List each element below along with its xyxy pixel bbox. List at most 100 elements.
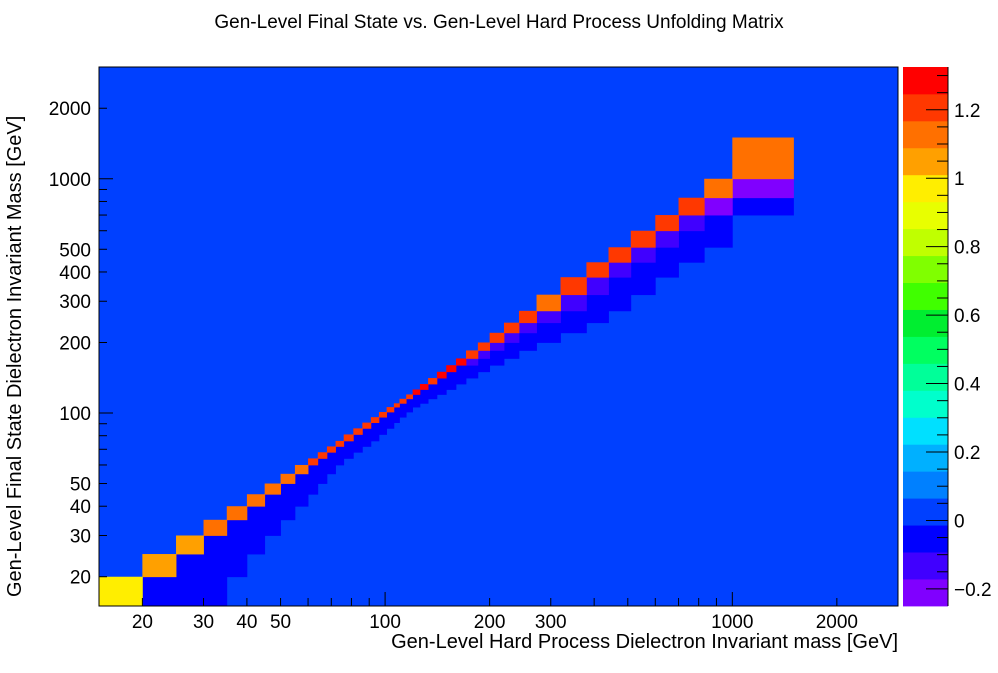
- heatmap-cell: [419, 398, 429, 404]
- heatmap-cell: [343, 446, 354, 453]
- heatmap-cell: [455, 378, 467, 385]
- heatmap-cell: [393, 407, 400, 413]
- heatmap-cell: [678, 247, 705, 263]
- heatmap-cell: [362, 434, 372, 442]
- heatmap-cell: [446, 383, 457, 390]
- heatmap-cell: [203, 554, 228, 578]
- heatmap-cell-diagonal: [446, 365, 457, 373]
- heatmap-cell: [436, 389, 447, 395]
- y-tick-label: 500: [59, 240, 91, 261]
- x-tick-label: 2000: [816, 612, 858, 633]
- chart-title: Gen-Level Final State vs. Gen-Level Hard…: [214, 12, 784, 33]
- colorbar-swatch: [903, 363, 948, 391]
- x-tick-label: 20: [132, 612, 153, 633]
- heatmap-cell: [386, 422, 395, 429]
- heatmap-cell: [370, 422, 380, 429]
- heatmap-cell: [536, 332, 561, 343]
- heatmap-cell-diagonal: [246, 494, 266, 507]
- colorbar-tick-label: 0.4: [954, 375, 981, 396]
- heatmap-cell: [455, 371, 467, 379]
- colorbar-swatch: [903, 471, 948, 499]
- colorbar-swatch: [903, 309, 948, 337]
- heatmap-cell: [386, 417, 395, 423]
- heatmap-cell: [326, 452, 336, 459]
- heatmap-cell-diagonal: [378, 411, 387, 418]
- heatmap-cell-diagonal: [176, 535, 204, 555]
- heatmap-cell: [465, 365, 479, 373]
- heatmap-cell: [503, 332, 520, 343]
- y-tick-label: 300: [59, 292, 91, 313]
- heatmap-cell: [412, 394, 421, 400]
- heatmap-cell-diagonal: [412, 389, 421, 395]
- heatmap-cell: [264, 519, 281, 536]
- heatmap-cell: [294, 483, 309, 495]
- heatmap-cell: [378, 417, 387, 423]
- colorbar-swatch: [903, 228, 948, 257]
- heatmap-cell: [226, 535, 248, 555]
- y-tick-label: 100: [59, 404, 91, 425]
- colorbar-swatch: [903, 417, 948, 445]
- heatmap-cell: [343, 440, 354, 447]
- heatmap-cell-diagonal: [386, 407, 395, 413]
- heatmap-cell: [317, 458, 328, 466]
- colorbar-swatch: [903, 255, 948, 283]
- heatmap-cell: [142, 576, 177, 607]
- heatmap-cell: [477, 350, 491, 359]
- heatmap-cell: [419, 394, 429, 400]
- heatmap-cell: [630, 247, 656, 263]
- colorbar-swatch: [903, 201, 948, 230]
- y-tick-label: 40: [70, 497, 91, 518]
- heatmap-cell: [317, 464, 328, 475]
- heatmap-cell-diagonal: [399, 398, 407, 404]
- heatmap-cell: [732, 178, 794, 199]
- heatmap-cell-diagonal: [264, 483, 281, 495]
- heatmap-cell-diagonal: [586, 262, 609, 278]
- heatmap-cell: [264, 506, 281, 521]
- heatmap-cell-diagonal: [489, 332, 505, 343]
- heatmap-cell: [446, 371, 457, 379]
- heatmap-cell-diagonal: [560, 277, 587, 296]
- heatmap-cell-diagonal: [226, 506, 248, 521]
- heatmap-cell: [446, 378, 457, 385]
- heatmap-cell-diagonal: [335, 440, 345, 447]
- colorbar-swatch: [903, 579, 948, 607]
- colorbar-tick-label: 0.2: [954, 443, 980, 464]
- heatmap-cell: [560, 294, 587, 312]
- heatmap-cell-diagonal: [477, 342, 491, 351]
- colorbar-swatch: [903, 525, 948, 553]
- colorbar-swatch: [903, 336, 948, 364]
- x-axis: 20 30 40 50 100 200 300 1000 2000: [132, 592, 899, 633]
- heatmap-cell: [630, 277, 656, 296]
- heatmap-cell: [436, 383, 447, 390]
- heatmap-cell: [465, 358, 479, 366]
- heatmap-cell: [203, 535, 228, 555]
- heatmap-cell: [608, 262, 632, 278]
- heatmap-cell: [406, 398, 413, 404]
- colorbar-swatch: [903, 498, 948, 526]
- heatmap-cell-diagonal: [343, 434, 354, 442]
- heatmap-cell: [246, 519, 266, 536]
- heatmap-cell-diagonal: [428, 378, 438, 385]
- x-tick-label: 30: [193, 612, 214, 633]
- heatmap-cell-diagonal: [455, 358, 467, 366]
- colorbar-tick-label: −0.2: [954, 580, 992, 601]
- heatmap-cell-diagonal: [362, 422, 372, 429]
- colorbar-tick-label: 1: [954, 169, 965, 190]
- heatmap-cell: [489, 342, 505, 351]
- heatmap-cell: [362, 440, 372, 447]
- colorbar-tick-label: 0.8: [954, 238, 980, 259]
- heatmap-cell: [399, 403, 407, 408]
- heatmap-cell: [353, 434, 363, 442]
- colorbar-swatch: [903, 390, 948, 418]
- x-tick-label: 1000: [711, 612, 753, 633]
- heatmap-cell: [477, 365, 491, 373]
- heatmap-cell: [362, 428, 372, 435]
- heatmap-cell: [518, 322, 537, 334]
- x-tick-label: 100: [369, 612, 401, 633]
- heatmap-cell: [419, 389, 429, 395]
- heatmap-cell: [560, 322, 587, 334]
- heatmap-cell: [586, 294, 609, 312]
- y-tick-label: 2000: [49, 99, 91, 120]
- y-tick-label: 30: [70, 526, 91, 547]
